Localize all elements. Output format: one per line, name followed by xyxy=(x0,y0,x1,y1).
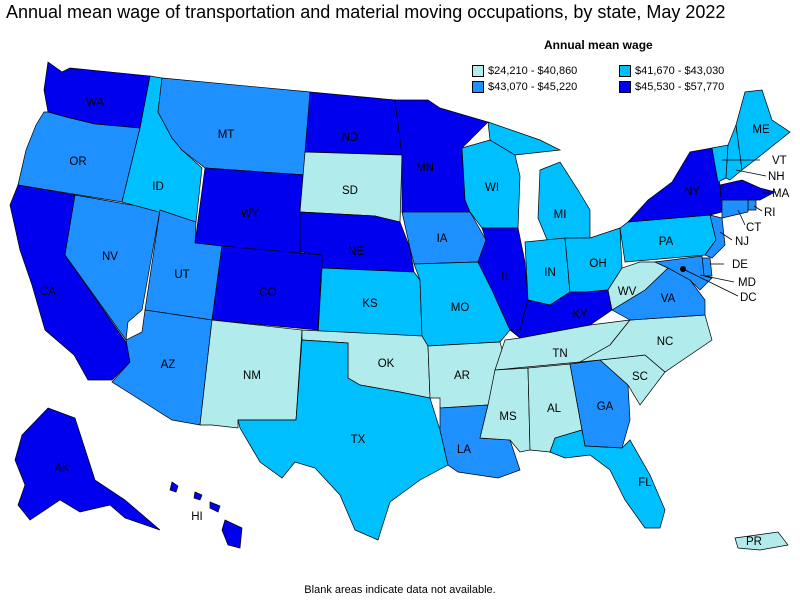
label-wy: WY xyxy=(241,208,260,220)
label-az: AZ xyxy=(161,359,176,371)
legend-swatch-3 xyxy=(472,81,484,93)
label-ma: MA xyxy=(772,188,790,200)
label-sc: SC xyxy=(632,371,648,383)
legend-label-2: $41,670 - $43,030 xyxy=(635,65,725,77)
legend-label-3: $43,070 - $45,220 xyxy=(488,81,578,93)
label-la: LA xyxy=(457,444,471,456)
label-ut: UT xyxy=(174,269,189,281)
footnote: Blank areas indicate data not available. xyxy=(304,584,496,596)
label-in: IN xyxy=(544,267,556,279)
label-mn: MN xyxy=(416,162,434,174)
label-wi: WI xyxy=(485,182,499,194)
state-nj[interactable] xyxy=(704,214,726,259)
label-tx: TX xyxy=(351,434,366,446)
label-md: MD xyxy=(738,277,756,289)
state-nd[interactable] xyxy=(304,91,403,156)
label-id: ID xyxy=(152,181,164,193)
state-tx[interactable] xyxy=(237,339,449,541)
label-nd: ND xyxy=(342,132,359,144)
label-al: AL xyxy=(547,403,562,415)
legend-label-1: $24,210 - $40,860 xyxy=(488,65,578,77)
state-pr[interactable] xyxy=(734,531,789,551)
md-leader xyxy=(699,274,735,283)
label-ga: GA xyxy=(597,401,614,413)
state-me[interactable] xyxy=(735,89,791,171)
label-pr: PR xyxy=(746,536,762,548)
label-ks: KS xyxy=(362,298,378,310)
label-sd: SD xyxy=(342,185,358,197)
legend-swatch-1 xyxy=(472,65,484,77)
label-ne: NE xyxy=(348,246,364,258)
nh-leader xyxy=(735,169,767,177)
label-ct: CT xyxy=(746,222,761,234)
label-vt: VT xyxy=(772,155,787,167)
label-il: IL xyxy=(501,271,511,283)
state-mi[interactable] xyxy=(487,121,591,243)
nj-leader xyxy=(719,231,733,241)
legend-label-4: $45,530 - $57,770 xyxy=(635,81,725,93)
label-ky: KY xyxy=(572,309,588,321)
label-dc: DC xyxy=(740,292,757,304)
label-tn: TN xyxy=(552,348,567,360)
ct-leader xyxy=(737,209,746,226)
label-co: CO xyxy=(259,287,276,299)
label-or: OR xyxy=(69,156,86,168)
legend-item-1: $24,210 - $40,860 xyxy=(472,65,577,77)
label-me: ME xyxy=(752,124,770,136)
label-nm: NM xyxy=(243,370,261,382)
label-ak: AK xyxy=(54,463,70,475)
label-nv: NV xyxy=(102,251,118,263)
state-ny[interactable] xyxy=(627,147,723,223)
label-ok: OK xyxy=(378,358,395,370)
legend-item-3: $43,070 - $45,220 xyxy=(472,81,577,93)
legend-item-2: $41,670 - $43,030 xyxy=(619,65,724,77)
state-ri[interactable] xyxy=(747,199,757,211)
label-oh: OH xyxy=(589,258,606,270)
legend-swatch-2 xyxy=(619,65,631,77)
state-ct[interactable] xyxy=(721,199,749,219)
label-fl: FL xyxy=(638,477,652,489)
ri-leader xyxy=(753,205,763,212)
label-nh: NH xyxy=(768,171,785,183)
label-wa: WA xyxy=(86,97,104,109)
label-mi: MI xyxy=(554,209,567,221)
legend-swatch-4 xyxy=(619,81,631,93)
label-ri: RI xyxy=(764,207,776,219)
label-nc: NC xyxy=(657,336,674,348)
label-de: DE xyxy=(732,259,748,271)
dc-leader xyxy=(682,268,739,297)
label-wv: WV xyxy=(618,286,637,298)
state-md[interactable] xyxy=(653,255,713,291)
label-pa: PA xyxy=(659,236,674,248)
label-mt: MT xyxy=(218,129,235,141)
state-nh[interactable] xyxy=(725,123,743,181)
label-mo: MO xyxy=(451,302,470,314)
legend-item-4: $45,530 - $57,770 xyxy=(619,81,724,93)
legend-title: Annual mean wage xyxy=(544,38,653,52)
label-va: VA xyxy=(661,293,676,305)
map-title: Annual mean wage of transportation and m… xyxy=(6,2,726,22)
label-nj: NJ xyxy=(735,236,749,248)
label-ca: CA xyxy=(40,286,56,298)
state-ma[interactable] xyxy=(719,179,776,201)
label-hi: HI xyxy=(191,511,203,523)
state-fl[interactable] xyxy=(549,429,666,529)
label-ny: NY xyxy=(684,186,700,198)
state-ak[interactable] xyxy=(14,407,161,531)
label-ar: AR xyxy=(454,370,470,382)
state-nm[interactable] xyxy=(199,319,303,429)
label-ms: MS xyxy=(499,411,517,423)
state-hi[interactable] xyxy=(169,481,243,549)
label-ia: IA xyxy=(437,233,448,245)
